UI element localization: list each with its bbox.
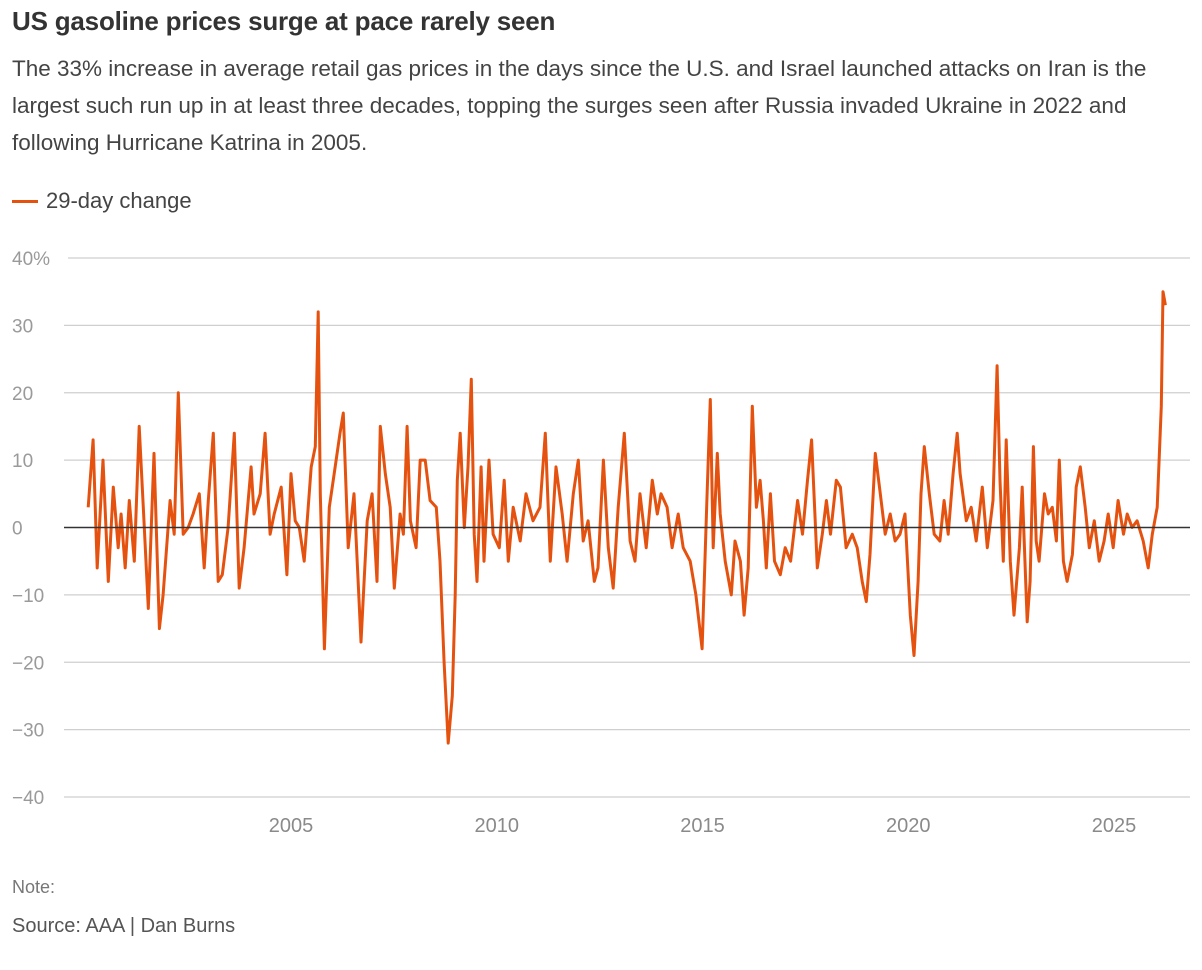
y-tick-label: 20 [12,384,33,405]
y-tick-label: −30 [12,721,44,742]
y-tick-label: −10 [12,586,44,607]
y-tick-label: 40% [12,249,50,270]
y-tick-label: 0 [12,519,23,540]
legend-swatch [12,199,38,203]
x-tick-label: 2025 [1092,815,1137,837]
x-tick-label: 2020 [886,815,931,837]
chart-note: Note: [12,877,56,897]
y-tick-label: 30 [12,316,33,337]
y-tick-label: 10 [12,451,33,472]
chart-subtitle: The 33% increase in average retail gas p… [12,56,1147,155]
x-tick-label: 2010 [475,815,520,837]
x-tick-label: 2015 [680,815,725,837]
y-tick-label: −40 [12,788,44,809]
chart-source: Source: AAA | Dan Burns [12,915,236,937]
x-tick-label: 2005 [269,815,314,837]
legend: 29-day change [12,188,192,214]
chart-title: US gasoline prices surge at pace rarely … [12,6,556,36]
legend-label: 29-day change [46,188,192,213]
y-tick-label: −20 [12,653,44,674]
series-line-29-day-change [86,290,1167,745]
